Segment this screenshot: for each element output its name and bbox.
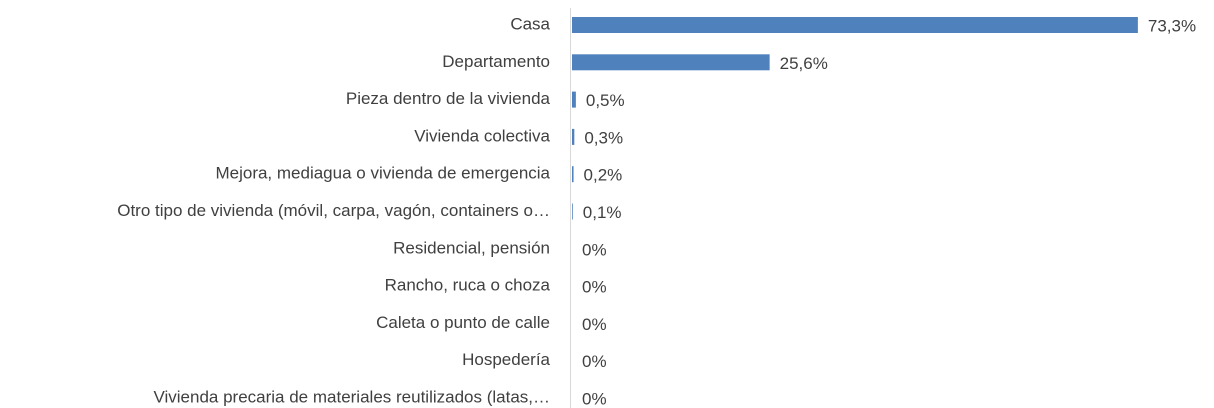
- value-label: 25,6%: [780, 54, 828, 73]
- value-label: 0%: [582, 352, 607, 371]
- bar: [572, 54, 770, 71]
- value-label: 0,2%: [584, 166, 623, 185]
- category-label: Residencial, pensión: [393, 238, 550, 257]
- value-label: 0%: [582, 389, 607, 408]
- bar: [572, 203, 573, 220]
- category-label: Mejora, mediagua o vivienda de emergenci…: [215, 164, 550, 183]
- category-label: Vivienda precaria de materiales reutiliz…: [153, 387, 550, 406]
- category-label: Pieza dentro de la vivienda: [346, 89, 551, 108]
- value-label: 0%: [582, 240, 607, 259]
- value-label: 0,1%: [583, 203, 622, 222]
- value-label: 0%: [582, 278, 607, 297]
- category-label: Casa: [510, 14, 550, 33]
- bar: [572, 17, 1138, 33]
- category-label: Hospedería: [462, 350, 550, 369]
- category-label: Departamento: [442, 52, 550, 71]
- bar: [572, 91, 576, 108]
- category-label: Otro tipo de vivienda (móvil, carpa, vag…: [117, 201, 550, 220]
- category-label: Rancho, ruca o choza: [385, 276, 551, 295]
- value-label: 0,3%: [584, 128, 623, 147]
- category-label: Vivienda colectiva: [414, 126, 550, 145]
- value-label: 0%: [582, 315, 607, 334]
- bar: [572, 166, 574, 183]
- value-label: 73,3%: [1148, 16, 1196, 35]
- value-label: 0,5%: [586, 91, 625, 110]
- category-label: Caleta o punto de calle: [376, 313, 550, 332]
- bar: [572, 128, 575, 145]
